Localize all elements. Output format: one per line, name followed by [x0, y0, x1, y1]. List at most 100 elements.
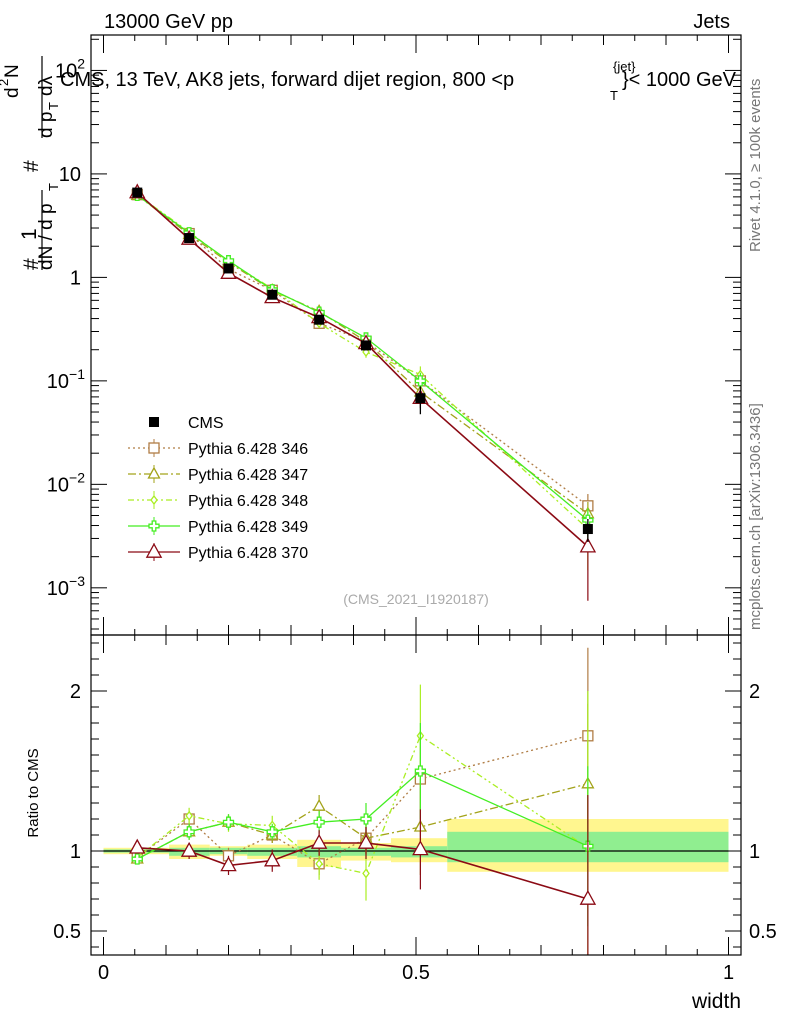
- ratio-point: [579, 889, 597, 905]
- legend-entry-p347: Pythia 6.428 347: [128, 465, 308, 484]
- main-series-p349: [131, 189, 594, 537]
- y-tick-label: 1: [70, 267, 81, 289]
- y-tick-label: 102: [55, 55, 85, 82]
- analysis-tag: (CMS_2021_I1920187): [343, 591, 489, 607]
- main-series-p348: [133, 189, 592, 571]
- x-tick-label: 1: [723, 962, 734, 984]
- main-point: [414, 375, 427, 387]
- ylabel-num2: #: [20, 160, 43, 172]
- legend-label: Pythia 6.428 346: [188, 441, 308, 458]
- main-series-cms: [132, 187, 593, 542]
- ratio-point: [412, 840, 429, 856]
- ratio-point: [313, 816, 325, 828]
- main-series-p370: [129, 183, 597, 601]
- ratio-point: [315, 858, 323, 869]
- ratio-series-p370: [129, 795, 597, 955]
- ratio-y-tick-label-right: 1: [749, 841, 760, 863]
- ylabel-num1: #: [20, 258, 43, 270]
- ylabel-frac1-bot-sub: T: [46, 183, 61, 191]
- title-main: CMS, 13 TeV, AK8 jets, forward dijet reg…: [60, 69, 514, 91]
- ratio-y-tick-label: 2: [70, 681, 81, 703]
- main-point: [222, 255, 235, 267]
- ratio-y-tick-label-right: 2: [749, 681, 760, 703]
- ratio-point: [183, 826, 195, 838]
- ratio-point: [220, 856, 237, 872]
- side-label-top: Rivet 4.1.0, ≥ 100k events: [747, 79, 764, 252]
- main-y-axis-label: # 1 dN / d p T # d 2 N d p T dλ: [0, 56, 61, 270]
- cms-point: [223, 263, 234, 274]
- title-end: }< 1000 GeV: [622, 69, 737, 91]
- ratio-series-line: [137, 842, 589, 900]
- legend-marker: [148, 442, 160, 454]
- ratio-panel-frame: [90, 634, 742, 956]
- ratio-series-line: [136, 770, 589, 860]
- ratio-series-layer: [129, 647, 597, 955]
- y-tick-label: 10: [59, 164, 81, 186]
- ylabel-frac2-bot: d p: [36, 112, 57, 138]
- plot-title: CMS, 13 TeV, AK8 jets, forward dijet reg…: [60, 59, 737, 103]
- ylabel-frac2-top-sup: 2: [0, 79, 11, 86]
- legend-label: Pythia 6.428 370: [188, 545, 308, 562]
- legend-entry-p348: Pythia 6.428 348: [128, 491, 308, 510]
- header-right: Jets: [693, 11, 730, 33]
- y-tick-label: 10−1: [47, 366, 85, 393]
- title-sup: {jet}: [613, 59, 636, 74]
- cms-point: [184, 233, 195, 244]
- ratio-point: [185, 810, 193, 821]
- ratio-point: [360, 813, 372, 825]
- side-label-bottom: mcplots.cern.ch [arXiv:1306.3436]: [747, 403, 764, 630]
- legend-entry-p346: Pythia 6.428 346: [128, 439, 308, 458]
- ylabel-frac1-bot: dN / d p: [36, 203, 57, 270]
- ratio-point: [310, 833, 328, 849]
- ratio-axes: 0.5 0.5 1 1 2 2 0 0.5 1: [53, 635, 777, 984]
- ratio-point: [362, 868, 370, 879]
- cms-point: [132, 187, 143, 198]
- ylabel-frac2-top: d: [2, 87, 23, 98]
- ratio-point: [312, 798, 326, 811]
- legend-marker: [150, 494, 158, 506]
- x-axis-label: width: [691, 990, 741, 1013]
- ratio-y-tick-label: 1: [70, 841, 81, 863]
- ratio-point: [131, 853, 143, 865]
- legend-marker: [149, 417, 159, 427]
- ratio-y-tick-label-right: 0.5: [749, 921, 777, 943]
- title-sub: T: [610, 88, 618, 103]
- legend-marker: [147, 466, 161, 479]
- cms-point: [582, 524, 593, 535]
- cms-point: [314, 314, 325, 325]
- ratio-point: [129, 838, 146, 854]
- cms-point: [415, 393, 426, 404]
- y-tick-label: 10−2: [47, 469, 85, 496]
- legend-label: Pythia 6.428 348: [188, 493, 308, 510]
- ylabel-frac2-bot-sub: T: [46, 102, 61, 110]
- x-tick-label: 0: [98, 962, 109, 984]
- ratio-y-tick-label: 0.5: [53, 921, 81, 943]
- main-series-layer: [129, 183, 597, 601]
- ratio-series-line: [136, 734, 589, 875]
- main-series-line: [136, 194, 589, 521]
- legend-marker: [145, 542, 163, 558]
- y-tick-label: 10−3: [47, 573, 85, 600]
- legend-label: CMS: [188, 415, 224, 432]
- cms-point: [267, 289, 278, 300]
- ratio-point: [222, 816, 235, 828]
- legend-entry-cms: CMS: [149, 415, 224, 432]
- cms-point: [361, 340, 371, 351]
- legend-label: Pythia 6.428 347: [188, 467, 308, 484]
- legend-entry-p349: Pythia 6.428 349: [128, 517, 308, 536]
- header-left: 13000 GeV pp: [104, 11, 233, 33]
- x-tick-label: 0.5: [402, 962, 430, 984]
- ratio-point: [357, 833, 375, 849]
- ratio-y-axis-label: Ratio to CMS: [25, 748, 42, 837]
- legend-entry-p370: Pythia 6.428 370: [128, 542, 308, 562]
- ratio-point: [180, 841, 198, 857]
- ylabel-frac2-bot-dl: dλ: [36, 75, 57, 96]
- legend: CMS Pythia 6.428 346 Pythia 6.428 347 Pythi…: [128, 415, 308, 562]
- ratio-point: [264, 851, 281, 867]
- legend-label: Pythia 6.428 349: [188, 519, 308, 536]
- ylabel-frac2-top-n: N: [2, 64, 23, 78]
- ratio-point: [414, 765, 427, 777]
- main-point: [579, 537, 597, 553]
- ratio-point: [266, 826, 278, 838]
